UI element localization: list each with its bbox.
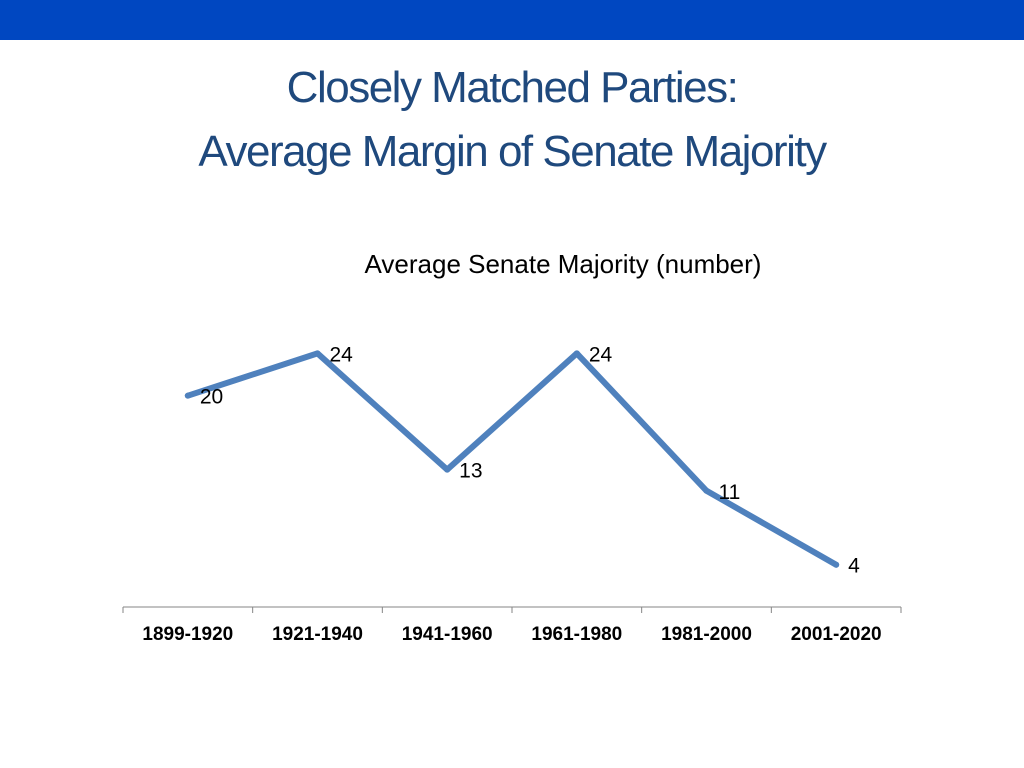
chart-title: Average Senate Majority (number): [365, 249, 762, 279]
data-label: 13: [459, 460, 482, 483]
series-group: [184, 350, 840, 568]
data-point: [573, 350, 580, 357]
x-tick-label: 1961-1980: [531, 624, 622, 645]
x-tick-labels: 1899-1920 1921-1940 1941-1960 1961-1980 1981…: [142, 624, 881, 645]
x-tick-label: 1921-1940: [272, 624, 363, 645]
slide-title-line2: Average Margin of Senate Majority: [198, 127, 827, 176]
data-labels: 20 24 13 24 11 4: [200, 343, 860, 577]
x-tick-label: 1899-1920: [142, 624, 233, 645]
data-point: [703, 487, 710, 494]
series-line: [184, 350, 840, 568]
data-point: [444, 466, 451, 473]
x-tick-label: 1981-2000: [661, 624, 752, 645]
data-label: 24: [589, 343, 613, 366]
slide-title-line1: Closely Matched Parties:: [286, 63, 739, 112]
slide-title: Closely Matched Parties: Average Margin …: [0, 56, 1024, 184]
data-point: [833, 561, 840, 568]
data-label: 11: [719, 481, 741, 504]
x-tick-label: 1941-1960: [402, 624, 493, 645]
x-tick-label: 2001-2020: [791, 624, 882, 645]
top-accent-bar: [0, 0, 1024, 40]
data-point: [184, 392, 191, 399]
x-axis: [122, 606, 902, 613]
data-point: [314, 350, 321, 357]
data-label: 24: [330, 343, 354, 366]
data-label: 4: [848, 555, 860, 578]
data-label: 20: [200, 386, 223, 409]
